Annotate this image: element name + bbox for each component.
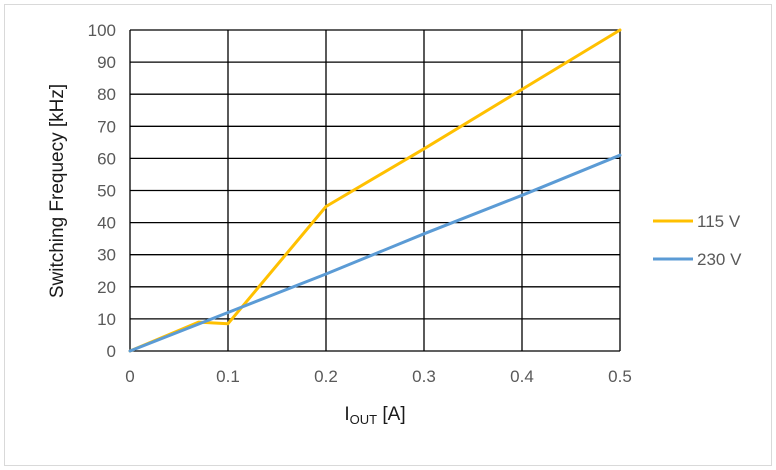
legend-label-1: 230 V <box>697 250 742 269</box>
series-lines <box>128 28 622 353</box>
y-tick-label: 80 <box>97 85 116 104</box>
x-tick-label: 0 <box>125 367 134 386</box>
legend-label-0: 115 V <box>697 212 741 231</box>
tick-labels: 0 10 20 30 40 50 60 70 80 90 100 0 0.1 0.2 0.3 0.4 0.5 <box>88 21 632 386</box>
x-axis-title: IOUT [A] <box>344 404 405 427</box>
x-tick-label: 0.3 <box>412 367 436 386</box>
y-axis-title: Switching Frequecy [kHz] <box>47 84 68 298</box>
y-tick-label: 70 <box>97 117 116 136</box>
x-tick-label: 0.5 <box>608 367 632 386</box>
x-axis-title-main: I <box>344 404 349 425</box>
y-tick-label: 0 <box>107 342 116 361</box>
x-tick-label: 0.1 <box>216 367 240 386</box>
legend: 115 V 230 V <box>653 212 742 269</box>
x-tick-label: 0.2 <box>314 367 338 386</box>
y-tick-label: 20 <box>97 278 116 297</box>
grid <box>129 29 621 352</box>
y-tick-label: 30 <box>97 246 116 265</box>
series-line-0 <box>128 28 622 353</box>
y-tick-label: 100 <box>88 21 116 40</box>
y-tick-label: 10 <box>97 310 116 329</box>
x-axis-title-unit: [A] <box>377 404 406 425</box>
x-tick-label: 0.4 <box>510 367 534 386</box>
chart-border <box>4 4 772 466</box>
x-axis-title-subscript: OUT <box>350 412 378 427</box>
series-line-1 <box>128 153 622 353</box>
y-tick-label: 50 <box>97 182 116 201</box>
y-tick-label: 40 <box>97 214 116 233</box>
y-tick-label: 60 <box>97 149 116 168</box>
y-tick-label: 90 <box>97 53 116 72</box>
